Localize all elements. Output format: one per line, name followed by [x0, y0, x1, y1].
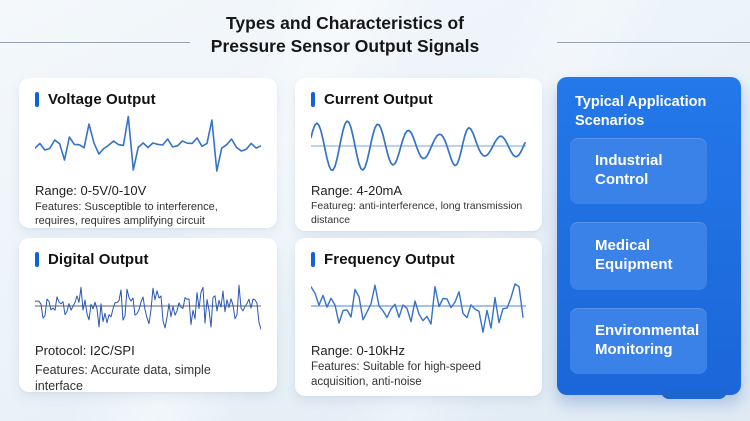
- page-title-line1: Types and Characteristics of: [226, 13, 464, 33]
- voltage-waveform-icon: [35, 115, 261, 172]
- card-frequency-output: Frequency Output Range: 0-10kHz Features…: [295, 238, 542, 396]
- frequency-waveform-icon: [311, 283, 526, 333]
- digital-waveform-icon: [35, 284, 261, 330]
- page-title: Types and Characteristics of Pressure Se…: [0, 12, 690, 58]
- card-digital-output: Digital Output Protocol: I2C/SPI Feature…: [19, 238, 277, 394]
- frequency-features-text: Features: Suitable for high-speed acquis…: [311, 361, 482, 388]
- page-title-line2: Pressure Sensor Output Signals: [210, 36, 480, 57]
- button-medical-equipment[interactable]: Medical Equipment: [570, 222, 707, 290]
- current-waveform-icon: [311, 120, 526, 171]
- card-current-output: Current Output Range: 4-20mA Featureg: a…: [295, 78, 542, 231]
- current-features-text: Featureg: anti-interference, long transm…: [311, 200, 523, 226]
- card-title-digital: Digital Output: [48, 251, 149, 268]
- button-environmental-monitoring[interactable]: Environmental Monitoring: [570, 308, 707, 374]
- current-range-text: Range: 4-20mA: [311, 183, 403, 198]
- card-header: Digital Output: [35, 251, 261, 268]
- button-industrial-control[interactable]: Industrial Control: [570, 138, 707, 204]
- card-title-frequency: Frequency Output: [324, 251, 455, 268]
- applications-panel: Typical Application Scenarios Industrial…: [557, 77, 741, 399]
- card-title-voltage: Voltage Output: [48, 91, 156, 108]
- digital-protocol-text: Protocol: I2C/SPI: [35, 343, 135, 358]
- card-title-current: Current Output: [324, 91, 433, 108]
- voltage-features-text: Features: Susceptible to interference, r…: [35, 201, 218, 228]
- card-voltage-output: Voltage Output Range: 0-5V/0-10V Feature…: [19, 78, 277, 228]
- accent-bar-icon: [311, 92, 315, 107]
- divider-right: [557, 42, 750, 43]
- digital-features-text: Features: Accurate data, simple interfac…: [35, 363, 211, 394]
- accent-bar-icon: [35, 252, 39, 267]
- divider-left: [0, 42, 190, 43]
- accent-bar-icon: [35, 92, 39, 107]
- card-header: Voltage Output: [35, 91, 261, 108]
- card-header: Frequency Output: [311, 251, 526, 268]
- applications-panel-title: Typical Application Scenarios: [575, 94, 707, 129]
- accent-bar-icon: [311, 252, 315, 267]
- frequency-range-text: Range: 0-10kHz: [311, 343, 405, 358]
- card-header: Current Output: [311, 91, 526, 108]
- voltage-range-text: Range: 0-5V/0-10V: [35, 183, 147, 198]
